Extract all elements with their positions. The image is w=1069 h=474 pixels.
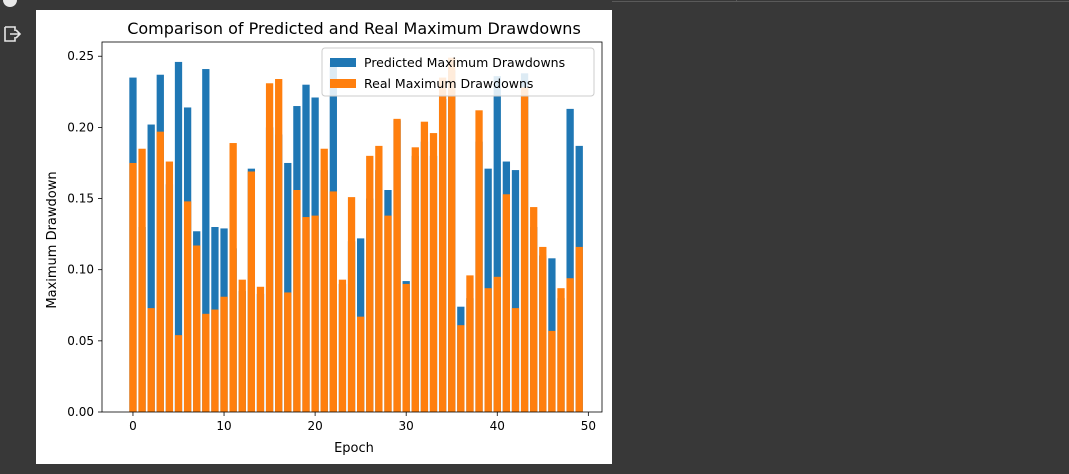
- y-tick-label: 0.05: [67, 334, 94, 348]
- x-axis-label: Epoch: [334, 441, 374, 456]
- real-bar-30: [402, 283, 410, 412]
- real-bar-18: [293, 190, 301, 412]
- real-bar-20: [311, 215, 319, 412]
- notebook-gutter: [0, 0, 36, 474]
- real-bar-45: [539, 246, 547, 412]
- legend: Predicted Maximum Drawdowns Real Maximum …: [321, 47, 595, 97]
- real-bar-7: [193, 245, 201, 412]
- real-bar-37: [466, 275, 474, 412]
- real-bar-29: [393, 118, 401, 412]
- legend-label-real: Real Maximum Drawdowns: [364, 76, 533, 91]
- real-bar-25: [357, 316, 365, 412]
- real-bar-22: [329, 191, 337, 412]
- y-tick-label: 0.00: [67, 405, 94, 419]
- real-bar-44: [530, 207, 538, 412]
- real-bar-23: [338, 279, 347, 412]
- real-bar-0: [129, 162, 137, 412]
- real-bar-13: [247, 171, 256, 412]
- predicted-bar-42: [511, 170, 520, 412]
- real-bar-39: [484, 288, 492, 412]
- real-bar-42: [511, 308, 520, 412]
- real-bar-10: [220, 296, 228, 412]
- x-tick-label: 50: [581, 419, 596, 433]
- y-tick-label: 0.10: [67, 263, 94, 277]
- x-tick-label: 10: [216, 419, 231, 433]
- real-bar-48: [566, 278, 574, 412]
- x-tick-label: 20: [307, 419, 322, 433]
- predicted-bar-48: [566, 108, 574, 412]
- real-bar-1: [138, 148, 146, 412]
- real-bar-19: [302, 217, 310, 412]
- real-bar-33: [429, 133, 438, 413]
- y-tick-label: 0.25: [67, 49, 94, 63]
- x-tick-label: 30: [399, 419, 414, 433]
- real-bar-28: [384, 215, 392, 412]
- predicted-bar-2: [147, 124, 155, 413]
- x-tick-label: 0: [129, 419, 137, 433]
- real-bar-3: [156, 131, 164, 412]
- real-bar-24: [347, 197, 356, 412]
- chart-figure: 0 10 20 30 40 50 0.00 0.05 0.10 0.15 0.20 0.25 Com…: [36, 10, 612, 464]
- x-axis: 0 10 20 30 40 50: [129, 412, 596, 433]
- cell-bottom-strip: [36, 464, 612, 474]
- predicted-bar-5: [174, 61, 183, 413]
- legend-swatch-predicted: [330, 58, 356, 67]
- real-bar-16: [275, 79, 283, 412]
- y-axis-label: Maximum Drawdown: [45, 171, 60, 308]
- real-bar-35: [448, 57, 456, 413]
- real-bar-2: [147, 308, 155, 412]
- real-bar-15: [265, 83, 274, 413]
- cell-divider-tick: [736, 0, 737, 2]
- y-tick-label: 0.20: [67, 120, 94, 134]
- real-bar-40: [493, 276, 501, 412]
- legend-label-predicted: Predicted Maximum Drawdowns: [364, 55, 565, 70]
- real-bar-21: [320, 148, 328, 412]
- real-bar-38: [475, 110, 483, 413]
- real-bar-46: [548, 330, 556, 412]
- real-bar-8: [202, 313, 210, 412]
- real-series: [129, 57, 583, 413]
- real-bar-49: [575, 246, 583, 412]
- y-axis: 0.00 0.05 0.10 0.15 0.20 0.25: [67, 49, 102, 419]
- real-bar-5: [174, 335, 183, 412]
- real-bar-43: [520, 87, 529, 413]
- real-bar-26: [366, 155, 374, 412]
- real-bar-34: [438, 77, 447, 413]
- chart-svg: 0 10 20 30 40 50 0.00 0.05 0.10 0.15 0.20 0.25 Com…: [45, 19, 603, 456]
- plot-frame: [101, 41, 603, 413]
- legend-swatch-real: [330, 79, 356, 88]
- real-bar-41: [502, 194, 511, 412]
- real-bar-32: [420, 121, 429, 412]
- real-bar-9: [211, 309, 219, 412]
- real-bar-11: [229, 143, 237, 413]
- real-bar-17: [284, 292, 292, 412]
- chart-title: Comparison of Predicted and Real Maximum…: [127, 19, 581, 38]
- legend-box: [321, 47, 595, 97]
- cell-status-icon: [3, 0, 17, 7]
- cell-divider: [612, 1, 1069, 2]
- predicted-bar-17: [284, 162, 292, 412]
- cell-top-strip: [36, 0, 1069, 10]
- real-bar-36: [457, 325, 465, 412]
- real-bar-6: [183, 201, 192, 412]
- predicted-bar-40: [493, 76, 501, 413]
- exit-to-app-icon[interactable]: [2, 24, 22, 44]
- real-bar-31: [411, 147, 419, 413]
- predicted-bar-8: [202, 69, 210, 413]
- real-bar-12: [238, 279, 246, 412]
- y-tick-label: 0.15: [67, 192, 94, 206]
- real-bar-4: [165, 161, 174, 412]
- real-bar-47: [557, 288, 565, 412]
- real-bar-14: [256, 286, 265, 412]
- x-tick-label: 40: [490, 419, 505, 433]
- real-bar-27: [375, 145, 383, 412]
